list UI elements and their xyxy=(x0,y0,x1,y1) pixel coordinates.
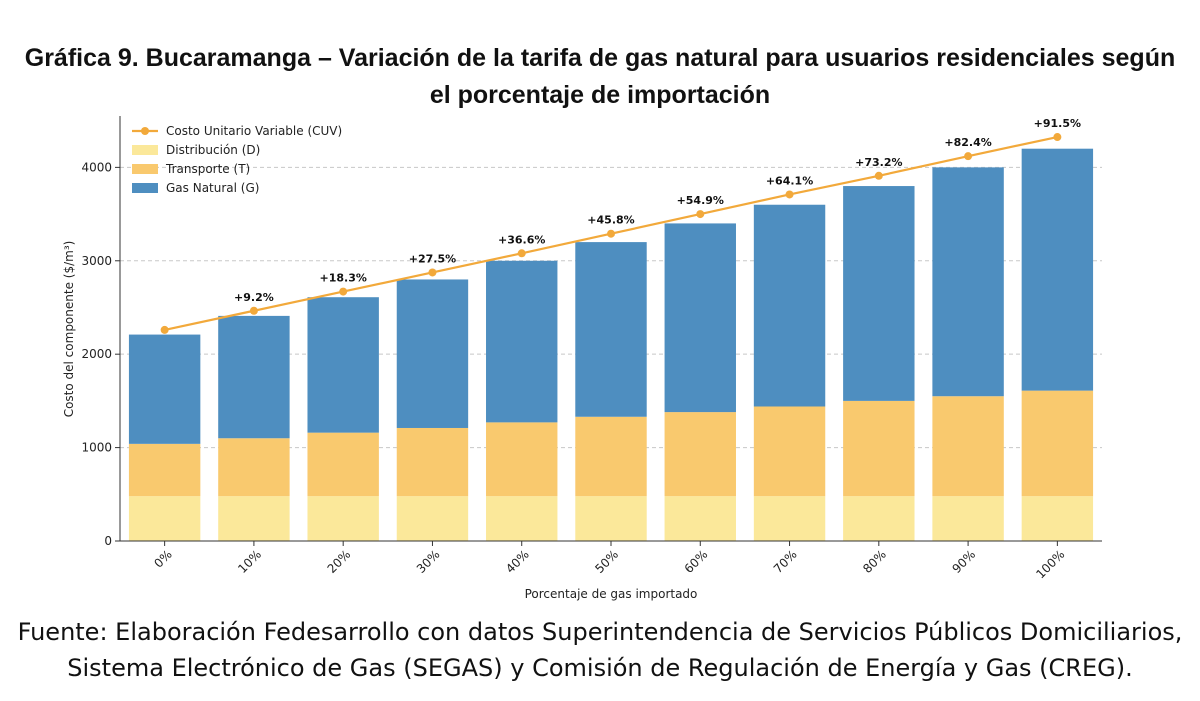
bar-gas-natural xyxy=(486,260,558,423)
cuv-data-label: +45.8% xyxy=(587,214,634,227)
cuv-point xyxy=(785,190,794,199)
bar-transporte xyxy=(575,416,647,497)
x-tick-label: 70% xyxy=(771,547,800,576)
bar-transporte xyxy=(843,400,915,497)
x-tick-label: 10% xyxy=(235,547,264,576)
x-tick-label: 50% xyxy=(592,547,621,576)
cuv-point xyxy=(428,268,437,277)
chart-title-line-2: el porcentaje de importación xyxy=(429,81,771,109)
cuv-data-label: +9.2% xyxy=(234,291,274,304)
x-tick-label: 80% xyxy=(860,547,889,576)
bar-transporte xyxy=(486,422,558,497)
bar-gas-natural xyxy=(664,223,736,413)
bar-gas-natural xyxy=(307,297,379,433)
cuv-line: +9.2% +18.3% +27.5% +36.6% +45.8% +54.9% +64.1… xyxy=(160,117,1081,334)
legend-swatch xyxy=(132,164,158,174)
legend-label-distribucion: Distribución (D) xyxy=(166,143,260,157)
x-tick-label: 40% xyxy=(503,547,532,576)
legend-label-cuv: Costo Unitario Variable (CUV) xyxy=(166,124,342,138)
cuv-data-label: +91.5% xyxy=(1034,117,1081,130)
cuv-data-label: +73.2% xyxy=(855,156,902,169)
y-tick-label: 2000 xyxy=(81,347,112,361)
bar-distribucion xyxy=(664,496,736,541)
y-tick-label: 1000 xyxy=(81,441,112,455)
bar-gas-natural xyxy=(932,167,1004,397)
cuv-point xyxy=(517,249,526,258)
legend-label-transporte: Transporte (T) xyxy=(165,162,250,176)
x-tick-label: 0% xyxy=(151,547,174,570)
source-line-1: Fuente: Elaboración Fedesarrollo con dat… xyxy=(17,618,1183,646)
bar-gas-natural xyxy=(218,315,290,439)
bar-gas-natural xyxy=(753,204,826,407)
cuv-point xyxy=(160,325,169,334)
chart-title-line-1: Gráfica 9. Bucaramanga – Variación de la… xyxy=(24,44,1176,72)
bar-distribucion xyxy=(932,496,1004,541)
bar-transporte xyxy=(932,396,1004,497)
y-tick-label: 0 xyxy=(104,534,112,548)
cuv-point xyxy=(1053,133,1062,142)
chart-title: Gráfica 9. Bucaramanga – Variación de la… xyxy=(20,40,1180,114)
bar-distribucion xyxy=(575,496,647,541)
legend-marker-cuv xyxy=(141,127,149,135)
cuv-data-label: +64.1% xyxy=(766,174,813,187)
bar-distribucion xyxy=(1021,496,1094,541)
bar-transporte xyxy=(218,438,290,497)
cuv-point xyxy=(874,171,883,180)
y-tick-label: 3000 xyxy=(81,254,112,268)
cuv-data-label: +54.9% xyxy=(677,194,724,207)
bar-transporte xyxy=(1021,390,1094,497)
cuv-data-label: +82.4% xyxy=(944,136,991,149)
x-tick-label: 20% xyxy=(325,547,354,576)
cuv-data-label: +27.5% xyxy=(409,252,456,265)
x-tick-label: 90% xyxy=(949,547,978,576)
bar-gas-natural xyxy=(128,334,201,444)
bar-gas-natural xyxy=(1021,148,1094,391)
legend-swatch xyxy=(132,145,158,155)
source-line-2: Sistema Electrónico de Gas (SEGAS) y Com… xyxy=(67,654,1133,682)
bar-gas-natural xyxy=(396,279,469,428)
cuv-point xyxy=(964,152,973,161)
x-axis-label: Porcentaje de gas importado xyxy=(525,587,698,601)
cuv-point xyxy=(339,287,348,296)
x-tick-label: 30% xyxy=(414,547,443,576)
y-axis-label: Costo del componente ($/m³) xyxy=(62,241,76,418)
bar-distribucion xyxy=(218,496,290,541)
bar-transporte xyxy=(307,432,379,497)
bar-transporte xyxy=(664,412,736,497)
cuv-point xyxy=(249,306,258,315)
bar-distribucion xyxy=(128,496,201,541)
bar-distribucion xyxy=(753,496,826,541)
cuv-data-label: +18.3% xyxy=(319,272,366,285)
legend-swatch xyxy=(132,183,158,193)
bars xyxy=(128,148,1094,541)
bar-transporte xyxy=(396,427,469,497)
cuv-point xyxy=(696,210,705,219)
cuv-data-label: +36.6% xyxy=(498,233,545,246)
bar-distribucion xyxy=(307,496,379,541)
bar-gas-natural xyxy=(843,186,915,401)
bar-distribucion xyxy=(396,496,469,541)
bar-transporte xyxy=(128,443,201,497)
x-tick-label: 100% xyxy=(1033,547,1067,581)
bar-transporte xyxy=(753,406,826,497)
bar-distribucion xyxy=(486,496,558,541)
bar-distribucion xyxy=(843,496,915,541)
x-tick-label: 60% xyxy=(682,547,711,576)
legend: Costo Unitario Variable (CUV) Distribució… xyxy=(132,124,342,195)
cuv-point xyxy=(607,229,615,238)
bar-gas-natural xyxy=(575,242,647,417)
source-note: Fuente: Elaboración Fedesarrollo con dat… xyxy=(10,614,1190,686)
y-tick-label: 4000 xyxy=(81,160,112,174)
legend-label-gas-natural: Gas Natural (G) xyxy=(166,181,259,195)
